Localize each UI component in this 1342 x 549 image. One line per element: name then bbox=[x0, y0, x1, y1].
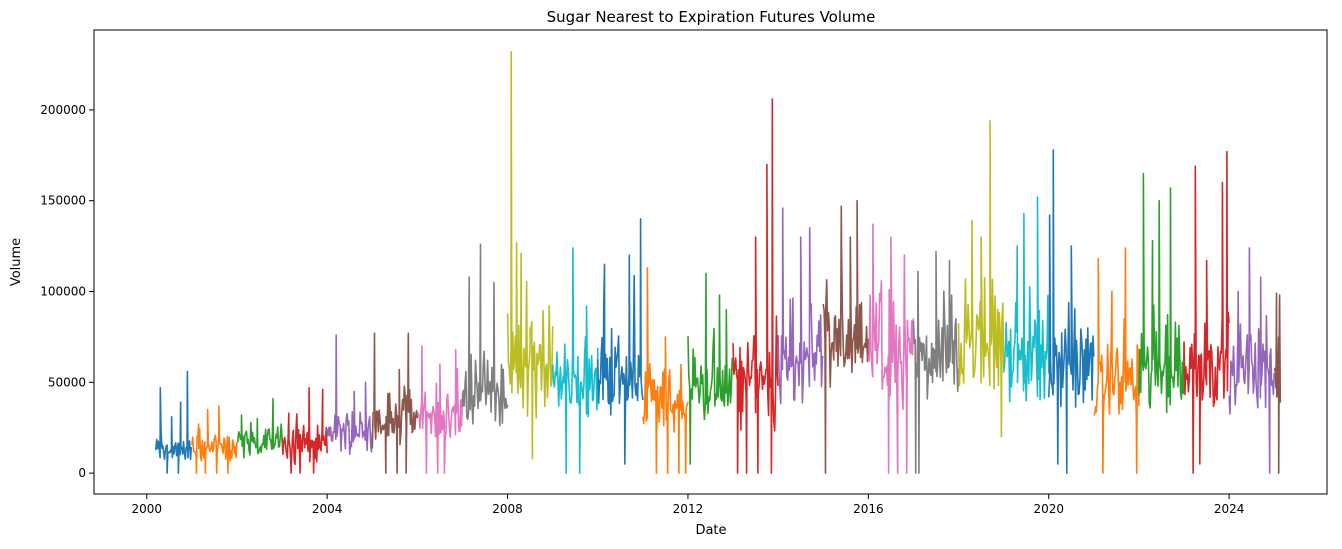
series-line-2020 bbox=[1047, 149, 1095, 474]
y-tick-label: 150000 bbox=[40, 194, 86, 208]
x-tick-label: 2004 bbox=[312, 502, 343, 516]
y-axis: 0 50000 100000 150000 200000 bbox=[40, 103, 94, 480]
y-tick-label: 200000 bbox=[40, 103, 86, 117]
series-line-2019 bbox=[1002, 196, 1050, 403]
series-line-2017 bbox=[912, 250, 960, 474]
series-line-2007 bbox=[461, 243, 509, 427]
series-line-2018 bbox=[957, 120, 1005, 438]
series-line-2016 bbox=[867, 223, 915, 474]
series-line-2009 bbox=[551, 247, 599, 474]
y-axis-label: Volume bbox=[9, 238, 24, 286]
series-line-2021 bbox=[1093, 247, 1140, 474]
x-axis: 2000 2004 2008 2012 2016 2020 2024 bbox=[131, 494, 1244, 516]
series-line-2023 bbox=[1183, 150, 1230, 474]
series-line-2008 bbox=[506, 51, 554, 460]
x-tick-label: 2024 bbox=[1214, 502, 1245, 516]
plot-frame bbox=[93, 29, 1328, 495]
x-tick-label: 2020 bbox=[1033, 502, 1064, 516]
series-line-2025 bbox=[1273, 292, 1282, 474]
y-tick-label: 50000 bbox=[48, 375, 86, 389]
x-tick-label: 2012 bbox=[673, 502, 704, 516]
series-line-2013 bbox=[732, 98, 779, 474]
series-line-2011 bbox=[642, 267, 689, 474]
series-line-2002 bbox=[237, 397, 283, 459]
x-tick-label: 2008 bbox=[492, 502, 523, 516]
y-tick-label: 0 bbox=[78, 466, 86, 480]
series-line-2001 bbox=[191, 405, 238, 474]
x-tick-label: 2000 bbox=[131, 502, 162, 516]
series-line-2022 bbox=[1138, 172, 1185, 414]
series-line-2005 bbox=[371, 332, 419, 474]
series-line-2003 bbox=[281, 387, 328, 474]
series-layer bbox=[155, 51, 1282, 474]
series-line-2010 bbox=[597, 218, 644, 465]
series-line-2000 bbox=[155, 370, 193, 474]
series-line-2024 bbox=[1228, 247, 1275, 474]
chart-title: Sugar Nearest to Expiration Futures Volu… bbox=[547, 8, 876, 26]
series-line-2015 bbox=[822, 199, 870, 474]
series-line-2004 bbox=[326, 334, 374, 456]
x-axis-label: Date bbox=[695, 523, 726, 538]
series-line-2014 bbox=[777, 207, 824, 405]
series-line-2012 bbox=[687, 272, 734, 465]
x-tick-label: 2016 bbox=[853, 502, 884, 516]
y-tick-label: 100000 bbox=[40, 285, 86, 299]
series-line-2006 bbox=[416, 345, 464, 474]
